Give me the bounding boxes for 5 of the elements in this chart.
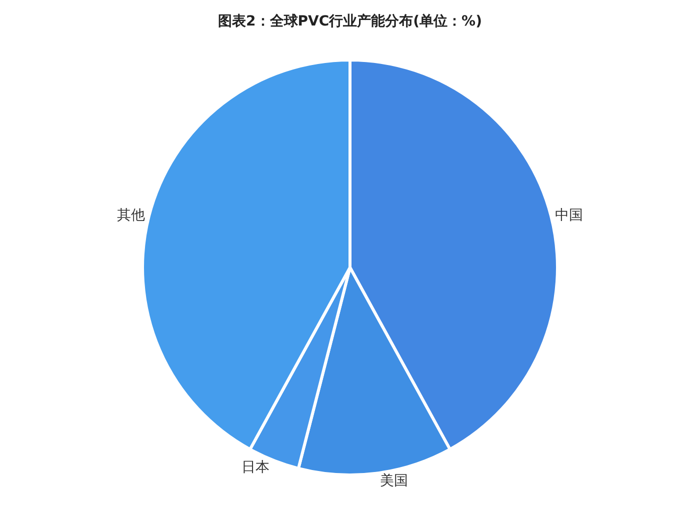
- slice-label: 其他: [117, 207, 146, 224]
- slice-label: 中国: [554, 207, 583, 224]
- slice-label: 日本: [242, 459, 270, 476]
- slice-label: 美国: [380, 473, 408, 490]
- chart-title: 图表2：全球PVC行业产能分布(单位：%): [218, 12, 482, 30]
